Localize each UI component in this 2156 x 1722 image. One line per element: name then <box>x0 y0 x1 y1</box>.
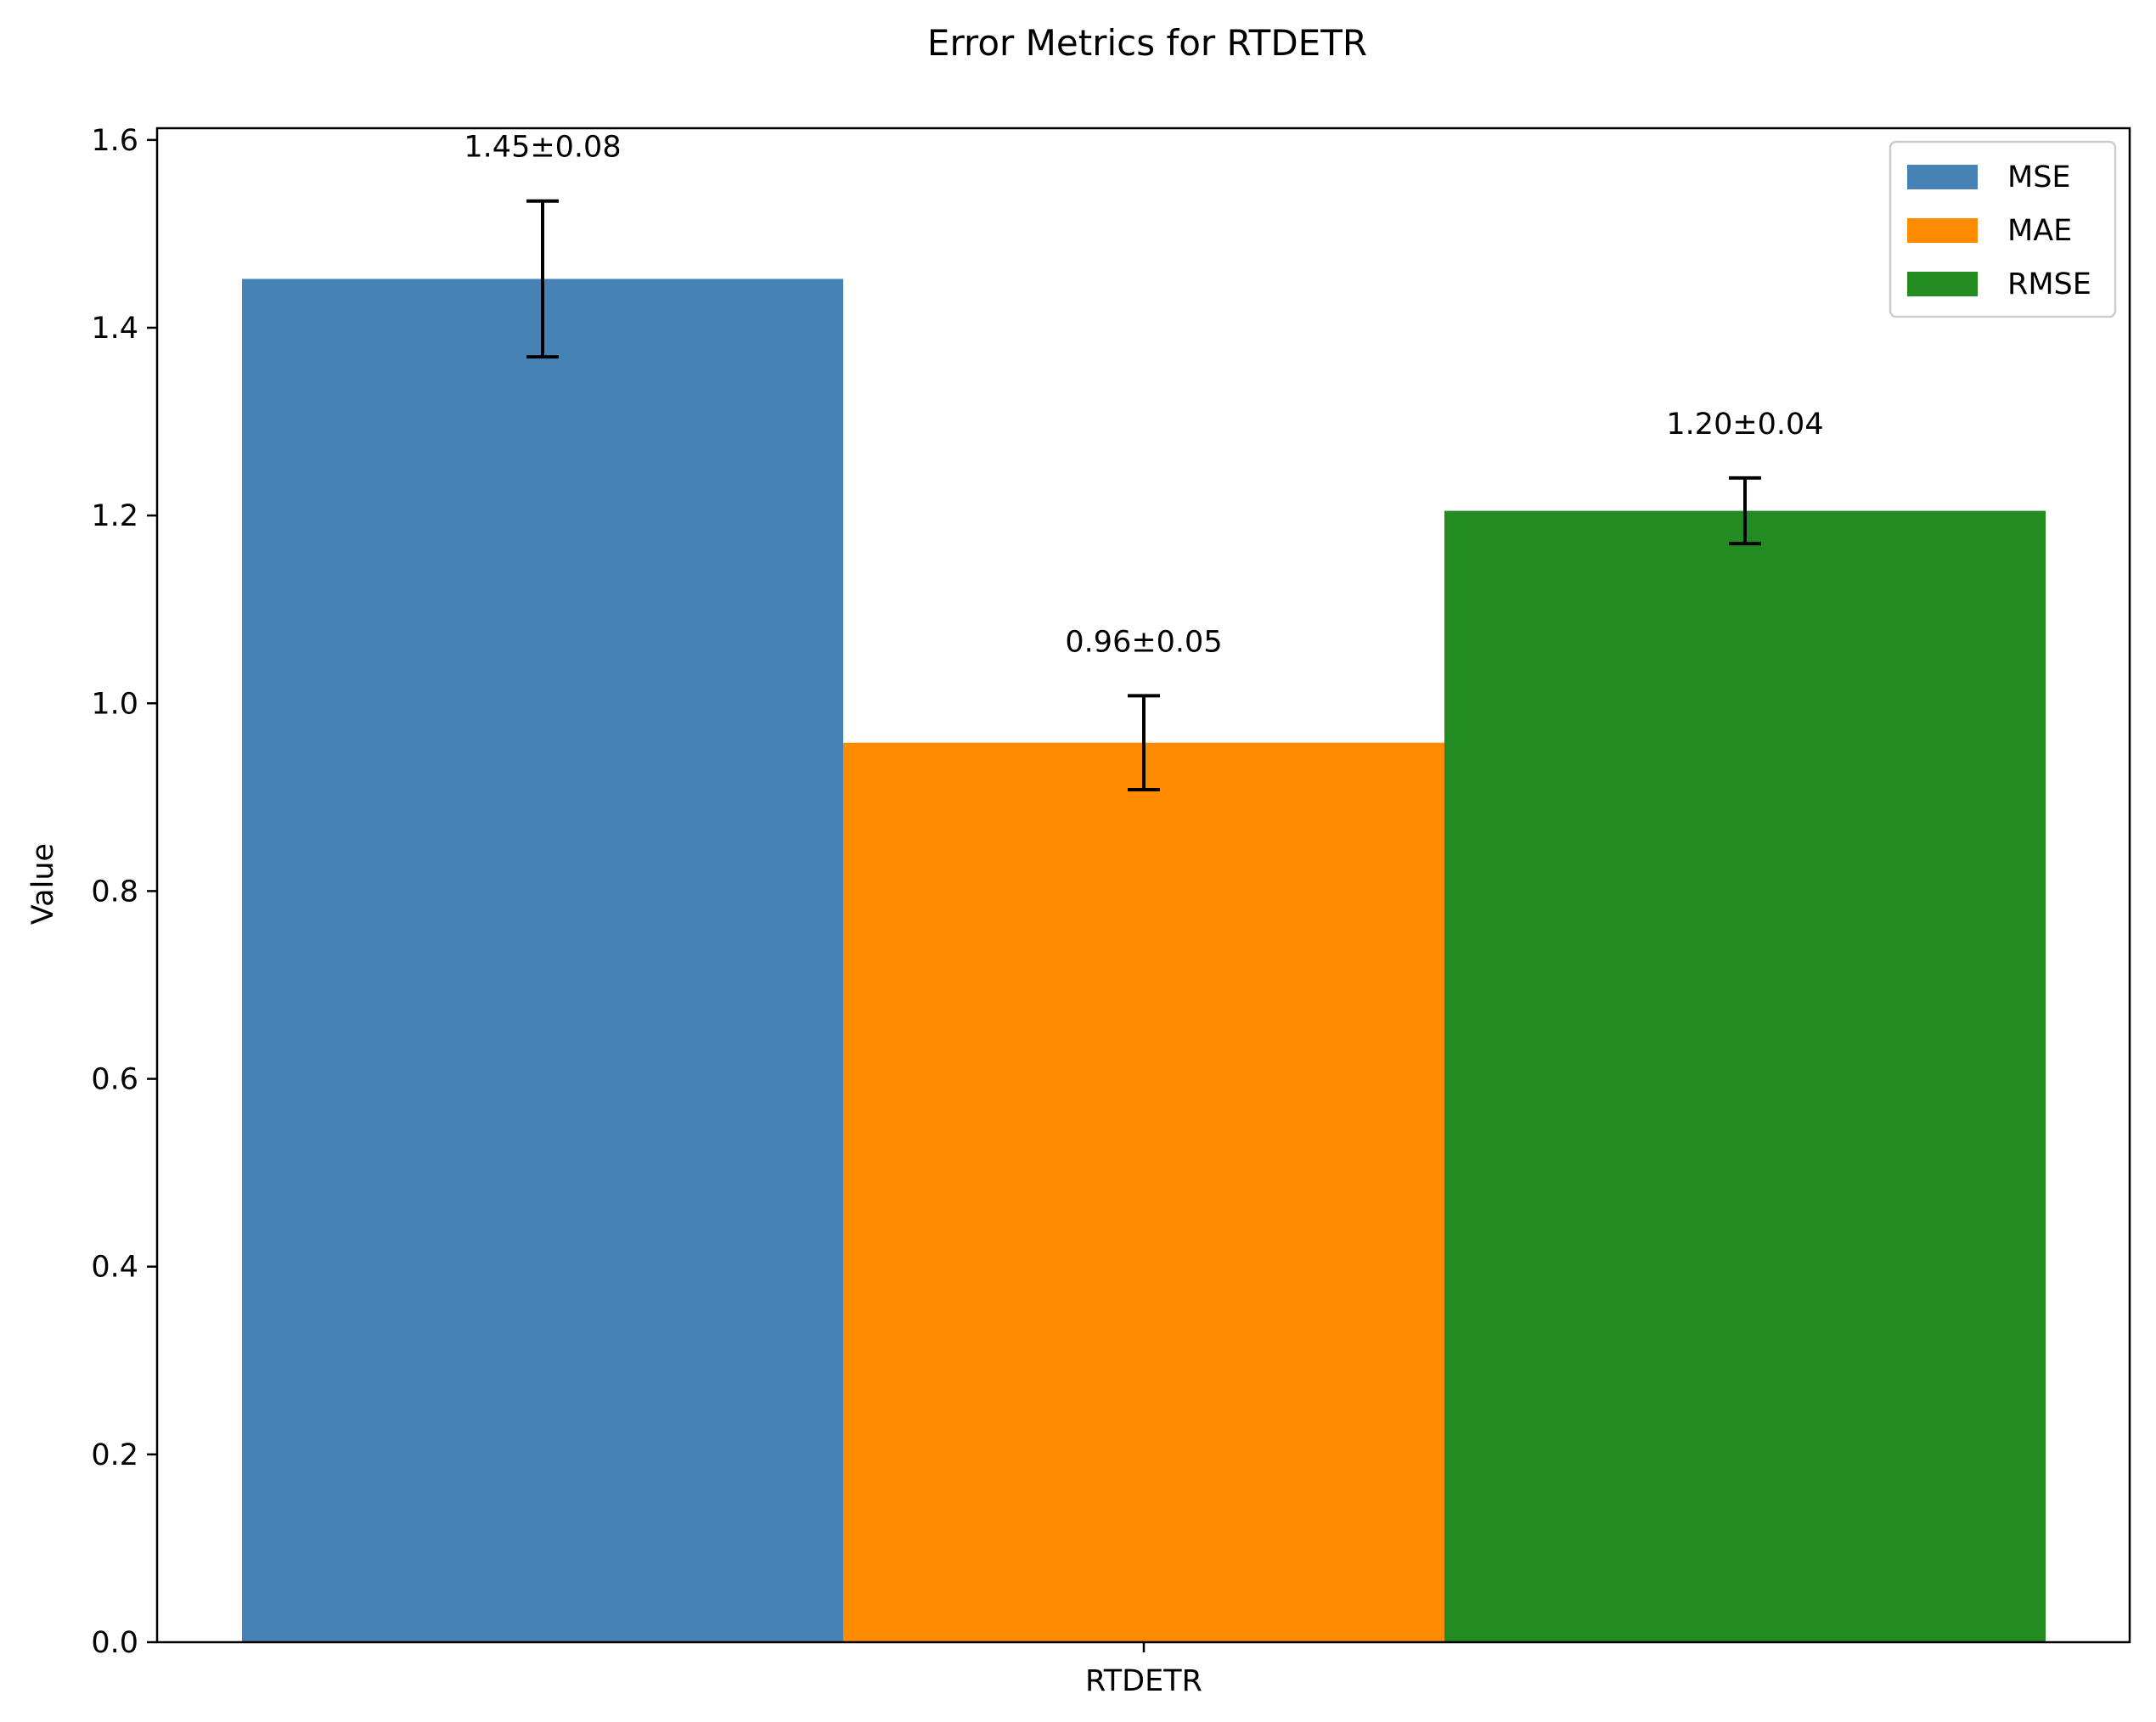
y-tick-label: 1.4 <box>91 312 138 346</box>
legend-label-rmse: RMSE <box>2007 267 2091 301</box>
y-axis-label: Value <box>26 843 60 925</box>
y-tick-label: 0.0 <box>91 1626 138 1660</box>
bar-rmse <box>1444 510 2046 1642</box>
bar-mse <box>242 279 843 1642</box>
bar-mae <box>843 742 1444 1642</box>
legend-swatch-rmse <box>1907 272 1978 296</box>
y-tick-label: 0.8 <box>91 875 138 909</box>
x-tick-label: RTDETR <box>1085 1664 1202 1698</box>
legend-label-mse: MSE <box>2007 160 2071 194</box>
y-tick-label: 0.4 <box>91 1251 138 1285</box>
data-label-mse: 1.45±0.08 <box>464 131 621 165</box>
chart-title: Error Metrics for RTDETR <box>927 22 1367 64</box>
data-label-rmse: 1.20±0.04 <box>1666 408 1823 442</box>
y-tick-label: 1.0 <box>91 687 138 721</box>
legend-label-mae: MAE <box>2007 214 2072 248</box>
y-tick-label: 1.2 <box>91 499 138 533</box>
legend-swatch-mse <box>1907 165 1978 189</box>
y-tick-label: 0.6 <box>91 1063 138 1097</box>
y-tick-label: 0.2 <box>91 1438 138 1472</box>
legend-swatch-mae <box>1907 218 1978 243</box>
legend: MSE MAE RMSE <box>1889 140 2117 318</box>
data-label-mae: 0.96±0.05 <box>1065 625 1222 659</box>
plot-area: 1.45±0.08 0.96±0.05 1.20±0.04 0.0 0.2 0.4 0.6 0… <box>91 124 2131 1698</box>
y-tick-label: 1.6 <box>91 124 138 158</box>
